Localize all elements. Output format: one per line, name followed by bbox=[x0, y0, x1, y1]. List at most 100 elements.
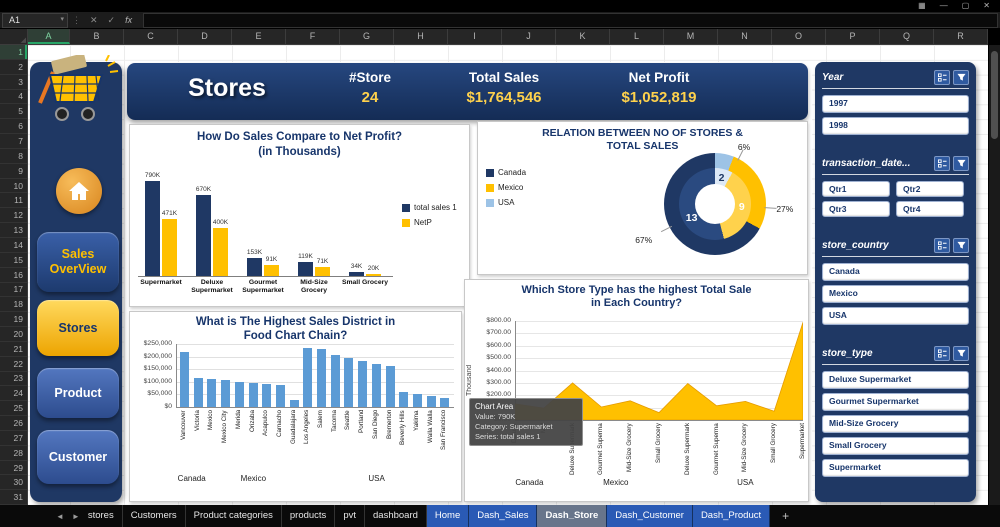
bar-san-francisco[interactable] bbox=[440, 398, 450, 407]
row-header-14[interactable]: 14 bbox=[0, 238, 27, 253]
row-header-23[interactable]: 23 bbox=[0, 372, 27, 387]
multiselect-icon[interactable] bbox=[934, 346, 950, 361]
bar-orizaba[interactable] bbox=[248, 382, 258, 407]
column-header-a[interactable]: A bbox=[28, 29, 70, 44]
column-header-b[interactable]: B bbox=[70, 29, 124, 44]
bar-mexico[interactable] bbox=[207, 378, 217, 407]
sheet-tab-dash-store[interactable]: Dash_Store bbox=[537, 505, 608, 527]
sheet-tab-products[interactable]: products bbox=[282, 505, 336, 527]
row-header-7[interactable]: 7 bbox=[0, 134, 27, 149]
column-header-j[interactable]: J bbox=[502, 29, 556, 44]
column-header-q[interactable]: Q bbox=[880, 29, 934, 44]
bar-netp-deluxe-supermarket[interactable] bbox=[213, 228, 228, 276]
column-header-l[interactable]: L bbox=[610, 29, 664, 44]
column-header-e[interactable]: E bbox=[232, 29, 286, 44]
row-header-6[interactable]: 6 bbox=[0, 119, 27, 135]
chart-sales-vs-netprofit-panel[interactable]: How Do Sales Compare to Net Profit? (in … bbox=[129, 124, 470, 307]
clear-filter-icon[interactable] bbox=[953, 346, 969, 361]
row-header-29[interactable]: 29 bbox=[0, 461, 27, 476]
bar-vancouver[interactable] bbox=[180, 352, 189, 407]
sheet-tab-pvt[interactable]: pvt bbox=[335, 505, 365, 527]
clear-filter-icon[interactable] bbox=[953, 238, 969, 253]
row-header-13[interactable]: 13 bbox=[0, 223, 27, 238]
column-header-g[interactable]: G bbox=[340, 29, 394, 44]
row-header-11[interactable]: 11 bbox=[0, 193, 27, 209]
row-header-25[interactable]: 25 bbox=[0, 401, 27, 417]
enter-icon[interactable]: ✓ bbox=[107, 14, 116, 25]
column-header-m[interactable]: M bbox=[664, 29, 718, 44]
row-header-21[interactable]: 21 bbox=[0, 342, 27, 357]
bar-yakima[interactable] bbox=[412, 394, 422, 407]
column-header-n[interactable]: N bbox=[718, 29, 772, 44]
column-header-r[interactable]: R bbox=[934, 29, 988, 44]
bar-total-sales-1-deluxe-supermarket[interactable] bbox=[196, 195, 211, 276]
row-header-19[interactable]: 19 bbox=[0, 312, 27, 328]
chart-stores-vs-sales-donut-panel[interactable]: RELATION BETWEEN NO OF STORES & TOTAL SA… bbox=[477, 121, 808, 275]
bar-beverly-hills[interactable] bbox=[399, 392, 409, 407]
slicer-item-qtr1[interactable]: Qtr1 bbox=[822, 181, 890, 197]
nav-button-customer[interactable]: Customer bbox=[37, 430, 119, 484]
bar-total-sales-1-gourmet-supermarket[interactable] bbox=[247, 258, 262, 276]
tabs-scroll-left-icon[interactable]: ◄ bbox=[56, 511, 64, 521]
row-header-26[interactable]: 26 bbox=[0, 416, 27, 431]
sheet-tab-product-categories[interactable]: Product categories bbox=[186, 505, 282, 527]
bar-victoria[interactable] bbox=[193, 378, 203, 407]
sheet-tab-dash-sales[interactable]: Dash_Sales bbox=[469, 505, 538, 527]
cancel-icon[interactable]: ✕ bbox=[90, 14, 98, 25]
bar-mexico-city[interactable] bbox=[221, 380, 231, 407]
column-header-o[interactable]: O bbox=[772, 29, 826, 44]
bar-merida[interactable] bbox=[234, 381, 244, 407]
name-box[interactable]: A1 ▾ bbox=[2, 12, 68, 28]
bar-portland[interactable] bbox=[358, 360, 368, 407]
bar-walla-walla[interactable] bbox=[426, 395, 436, 407]
column-header-f[interactable]: F bbox=[286, 29, 340, 44]
column-header-p[interactable]: P bbox=[826, 29, 880, 44]
bar-acapulco[interactable] bbox=[262, 384, 272, 407]
row-header-15[interactable]: 15 bbox=[0, 253, 27, 268]
slicer-item-mid-size-grocery[interactable]: Mid-Size Grocery bbox=[822, 415, 969, 433]
bar-seattle[interactable] bbox=[344, 357, 354, 407]
slicer-item-qtr3[interactable]: Qtr3 bbox=[822, 201, 890, 217]
bar-salem[interactable] bbox=[317, 349, 326, 407]
column-header-d[interactable]: D bbox=[178, 29, 232, 44]
row-header-12[interactable]: 12 bbox=[0, 208, 27, 224]
close-icon[interactable]: ✕ bbox=[983, 1, 990, 10]
row-header-20[interactable]: 20 bbox=[0, 327, 27, 342]
sheet-tab-home[interactable]: Home bbox=[426, 505, 470, 527]
bar-total-sales-1-small-grocery[interactable] bbox=[349, 272, 364, 276]
column-header-h[interactable]: H bbox=[394, 29, 448, 44]
row-header-22[interactable]: 22 bbox=[0, 357, 27, 372]
row-header-17[interactable]: 17 bbox=[0, 283, 27, 298]
select-all-corner[interactable]: ◢ bbox=[0, 29, 28, 45]
row-header-2[interactable]: 2 bbox=[0, 60, 27, 75]
tabs-scroll-right-icon[interactable]: ► bbox=[71, 511, 80, 521]
column-header-i[interactable]: I bbox=[448, 29, 502, 44]
slicer-item-deluxe-supermarket[interactable]: Deluxe Supermarket bbox=[822, 371, 969, 389]
slicer-item-gourmet-supermarket[interactable]: Gourmet Supermarket bbox=[822, 393, 969, 411]
chart-highest-sales-district-panel[interactable]: What is The Highest Sales District in Fo… bbox=[129, 311, 462, 502]
slicer-item-supermarket[interactable]: Supermarket bbox=[822, 459, 969, 477]
row-header-31[interactable]: 31 bbox=[0, 490, 27, 506]
slicer-item-qtr2[interactable]: Qtr2 bbox=[896, 181, 964, 197]
slicer-item-usa[interactable]: USA bbox=[822, 307, 969, 325]
bar-netp-mid-size-grocery[interactable] bbox=[315, 267, 330, 276]
scrollbar-thumb[interactable] bbox=[991, 51, 998, 139]
home-button[interactable] bbox=[56, 168, 102, 214]
sheet-tab-dashboard[interactable]: dashboard bbox=[365, 505, 427, 527]
fx-icon[interactable]: fx bbox=[125, 15, 133, 25]
nav-button-product[interactable]: Product bbox=[37, 368, 119, 418]
row-header-27[interactable]: 27 bbox=[0, 431, 27, 446]
slicer-item-canada[interactable]: Canada bbox=[822, 263, 969, 281]
nav-button-sales-overview[interactable]: Sales OverView bbox=[37, 232, 119, 292]
slicer-item-mexico[interactable]: Mexico bbox=[822, 285, 969, 303]
column-header-k[interactable]: K bbox=[556, 29, 610, 44]
slicer-item-1998[interactable]: 1998 bbox=[822, 117, 969, 135]
bar-san-diego[interactable] bbox=[371, 363, 381, 407]
row-header-3[interactable]: 3 bbox=[0, 75, 27, 90]
slicer-item-1997[interactable]: 1997 bbox=[822, 95, 969, 113]
multiselect-icon[interactable] bbox=[934, 70, 950, 85]
row-header-10[interactable]: 10 bbox=[0, 179, 27, 194]
bar-netp-small-grocery[interactable] bbox=[366, 274, 381, 276]
bar-bremerton[interactable] bbox=[385, 366, 395, 407]
vertical-scrollbar[interactable] bbox=[988, 45, 1000, 505]
